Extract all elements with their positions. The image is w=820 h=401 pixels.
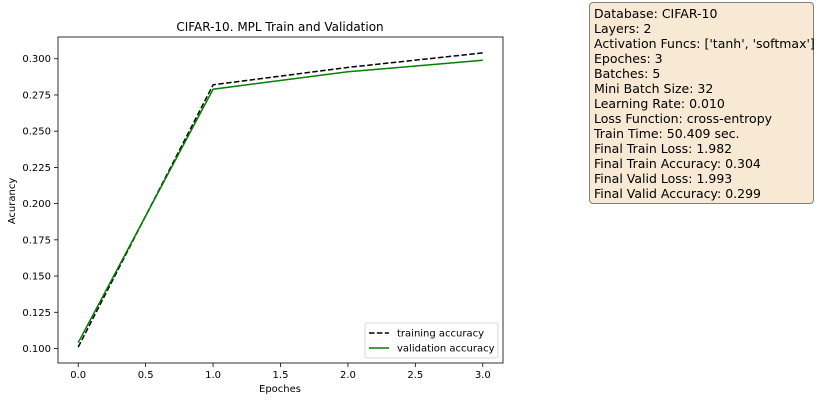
y-tick-label: 0.100 xyxy=(22,344,51,355)
training-info-box: Database: CIFAR-10 Layers: 2 Activation Fu… xyxy=(589,2,815,204)
x-tick-label: 3.0 xyxy=(475,370,491,381)
legend-frame xyxy=(364,322,499,359)
y-tick-label: 0.150 xyxy=(22,272,51,283)
series-line-validation-accuracy xyxy=(77,59,483,344)
plot-frame xyxy=(57,36,504,364)
x-tick-label: 2.5 xyxy=(407,370,423,381)
legend-label: training accuracy xyxy=(397,329,484,340)
info-line: Loss Function: cross-entropy xyxy=(594,111,773,126)
y-tick-label: 0.275 xyxy=(22,90,51,101)
legend-label: validation accuracy xyxy=(397,344,495,355)
x-tick-label: 0.5 xyxy=(138,370,154,381)
x-tick-label: 0.0 xyxy=(70,370,86,381)
y-tick-label: 0.250 xyxy=(22,127,51,138)
info-line: Epoches: 3 xyxy=(594,51,663,66)
info-line: Train Time: 50.409 sec. xyxy=(594,126,740,141)
info-line: Batches: 5 xyxy=(594,66,661,81)
info-line: Final Valid Accuracy: 0.299 xyxy=(594,186,762,201)
info-line: Learning Rate: 0.010 xyxy=(594,96,725,111)
y-tick-label: 0.175 xyxy=(22,235,51,246)
legend: training accuracy validation accuracy xyxy=(364,322,499,359)
axis-ticks: 0.0 0.5 1.0 1.5 2.0 2.5 3.0 0.100 0.125 0.150 0.17… xyxy=(22,54,490,381)
x-tick-label: 1.0 xyxy=(205,370,221,381)
y-axis-label: Acurancy xyxy=(7,178,18,225)
info-line: Final Train Accuracy: 0.304 xyxy=(594,156,761,171)
series-line-training-accuracy xyxy=(77,52,483,348)
info-line: Layers: 2 xyxy=(594,21,652,36)
info-line: Activation Funcs: ['tanh', 'softmax'] xyxy=(594,36,815,51)
info-lines: Database: CIFAR-10 Layers: 2 Activation Fu… xyxy=(594,6,815,201)
y-tick-label: 0.225 xyxy=(22,163,51,174)
info-line: Database: CIFAR-10 xyxy=(594,6,718,21)
info-line: Final Valid Loss: 1.993 xyxy=(594,171,733,186)
info-line: Mini Batch Size: 32 xyxy=(594,81,714,96)
y-tick-label: 0.200 xyxy=(22,199,51,210)
x-axis-label: Epoches xyxy=(259,384,301,395)
y-tick-label: 0.125 xyxy=(22,308,51,319)
y-tick-label: 0.300 xyxy=(22,54,51,65)
series-lines xyxy=(77,52,483,348)
x-tick-label: 1.5 xyxy=(273,370,289,381)
accuracy-line-chart: CIFAR-10. MPL Train and Validation Acura… xyxy=(7,20,504,395)
info-line: Final Train Loss: 1.982 xyxy=(594,141,733,156)
chart-title: CIFAR-10. MPL Train and Validation xyxy=(176,20,383,34)
x-tick-label: 2.0 xyxy=(340,370,356,381)
